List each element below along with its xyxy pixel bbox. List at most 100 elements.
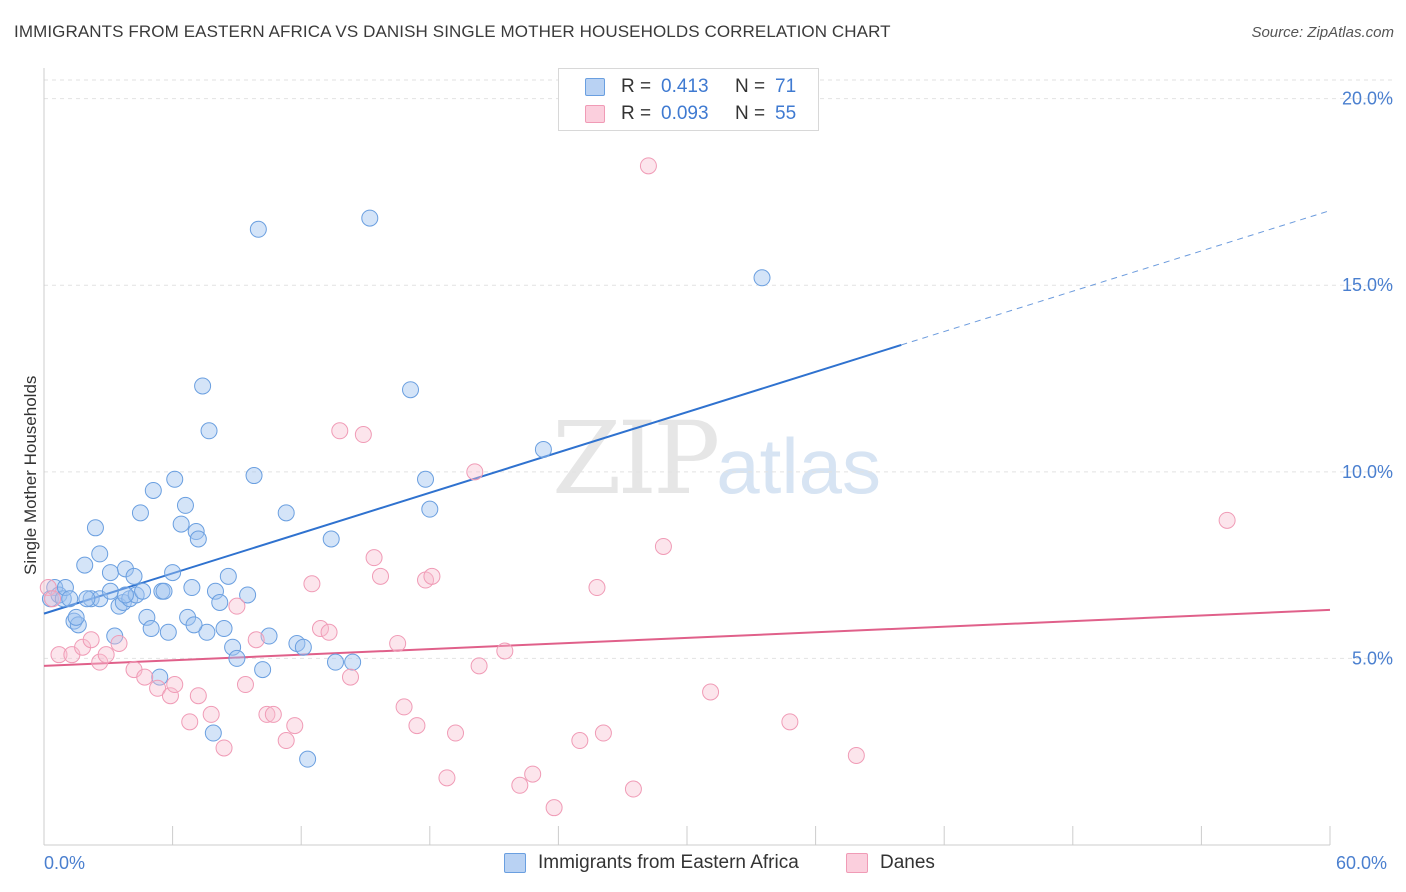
point-danes — [389, 634, 407, 652]
legend-r-label: R = — [621, 103, 652, 124]
point-danes — [166, 676, 184, 694]
point-eastern-africa — [151, 668, 169, 686]
point-eastern-africa — [56, 579, 74, 597]
point-danes — [545, 799, 563, 817]
legend-r-label: R = — [621, 76, 652, 97]
y-axis-label: Single Mother Households — [21, 376, 40, 575]
point-eastern-africa — [131, 504, 149, 522]
point-eastern-africa — [185, 616, 203, 634]
point-danes — [466, 463, 484, 481]
point-eastern-africa — [402, 381, 420, 399]
point-danes — [74, 638, 92, 656]
point-eastern-africa — [134, 582, 152, 600]
legend-swatch-blue — [585, 78, 605, 96]
axis-ticks: 5.0% 10.0% 15.0% 20.0% — [43, 89, 1393, 845]
point-eastern-africa — [294, 638, 312, 656]
point-danes — [136, 668, 154, 686]
point-danes — [258, 705, 276, 723]
trend-lines — [43, 210, 1331, 667]
point-danes — [247, 631, 265, 649]
point-danes — [341, 668, 359, 686]
point-eastern-africa — [176, 496, 194, 514]
point-danes — [408, 717, 426, 735]
point-eastern-africa — [67, 608, 85, 626]
point-danes — [215, 739, 233, 757]
point-eastern-africa — [125, 567, 143, 585]
x-tick-label-min: 0.0% — [44, 853, 85, 873]
gridlines — [44, 79, 1394, 659]
point-danes — [781, 713, 799, 731]
point-eastern-africa — [116, 586, 134, 604]
point-danes — [44, 590, 62, 608]
point-danes — [423, 567, 441, 585]
point-eastern-africa — [144, 481, 162, 499]
point-eastern-africa — [76, 556, 94, 574]
point-danes — [571, 732, 589, 750]
point-danes — [110, 634, 128, 652]
legend-n-value: 55 — [775, 103, 797, 124]
point-eastern-africa — [194, 377, 212, 395]
point-eastern-africa — [159, 623, 177, 641]
trend-line-series2 — [43, 608, 1331, 667]
point-eastern-africa — [204, 724, 222, 742]
point-eastern-africa — [344, 653, 362, 671]
point-danes — [639, 157, 657, 175]
watermark-atlas: atlas — [716, 422, 882, 510]
point-danes — [277, 732, 295, 750]
point-danes — [181, 713, 199, 731]
y-tick-label: 20.0% — [1342, 89, 1393, 109]
point-danes — [847, 746, 865, 764]
point-danes — [447, 724, 465, 742]
y-tick-label: 10.0% — [1342, 462, 1393, 482]
point-danes — [331, 422, 349, 440]
legend-r-value: 0.093 — [661, 103, 709, 124]
correlation-legend: R = 0.413 N = 71 R = 0.093 N = 55 — [558, 68, 819, 131]
point-eastern-africa — [322, 530, 340, 548]
point-eastern-africa — [78, 590, 96, 608]
point-danes — [97, 646, 115, 664]
point-eastern-africa — [534, 440, 552, 458]
point-danes — [236, 676, 254, 694]
point-danes — [311, 620, 329, 638]
legend-row-series1: R = 0.413 N = 71 — [585, 75, 796, 99]
point-eastern-africa — [198, 623, 216, 641]
point-eastern-africa — [101, 564, 119, 582]
point-eastern-africa — [421, 500, 439, 518]
point-danes — [50, 646, 68, 664]
point-eastern-africa — [166, 470, 184, 488]
bottom-legend-swatch-blue — [504, 853, 526, 873]
y-tick-label: 5.0% — [1352, 648, 1393, 668]
point-eastern-africa — [101, 582, 119, 600]
point-eastern-africa — [206, 582, 224, 600]
point-danes — [594, 724, 612, 742]
point-danes — [438, 769, 456, 787]
point-danes — [189, 687, 207, 705]
point-eastern-africa — [200, 422, 218, 440]
point-danes — [654, 537, 672, 555]
point-danes — [202, 705, 220, 723]
legend-n-label: N = — [735, 76, 766, 97]
bottom-legend-label-series1: Immigrants from Eastern Africa — [538, 852, 799, 873]
legend-row-series2: R = 0.093 N = 55 — [585, 102, 796, 126]
point-danes — [1218, 511, 1236, 529]
point-danes — [82, 631, 100, 649]
bottom-legend-series2: Danes — [846, 852, 935, 874]
point-danes — [149, 679, 167, 697]
bottom-legend-swatch-pink — [846, 853, 868, 873]
point-danes — [470, 657, 488, 675]
point-eastern-africa — [142, 620, 160, 638]
watermark: ZIPatlas — [552, 400, 881, 517]
point-eastern-africa — [215, 620, 233, 638]
bottom-legend-series1: Immigrants from Eastern Africa — [504, 852, 799, 874]
point-eastern-africa — [361, 209, 379, 227]
axes — [43, 68, 1330, 846]
point-eastern-africa — [326, 653, 344, 671]
trend-line-series1-extension — [901, 210, 1331, 346]
point-danes — [511, 776, 529, 794]
point-danes — [624, 780, 642, 798]
data-points — [39, 157, 1236, 817]
point-eastern-africa — [172, 515, 190, 533]
point-eastern-africa — [164, 564, 182, 582]
point-eastern-africa — [189, 530, 207, 548]
